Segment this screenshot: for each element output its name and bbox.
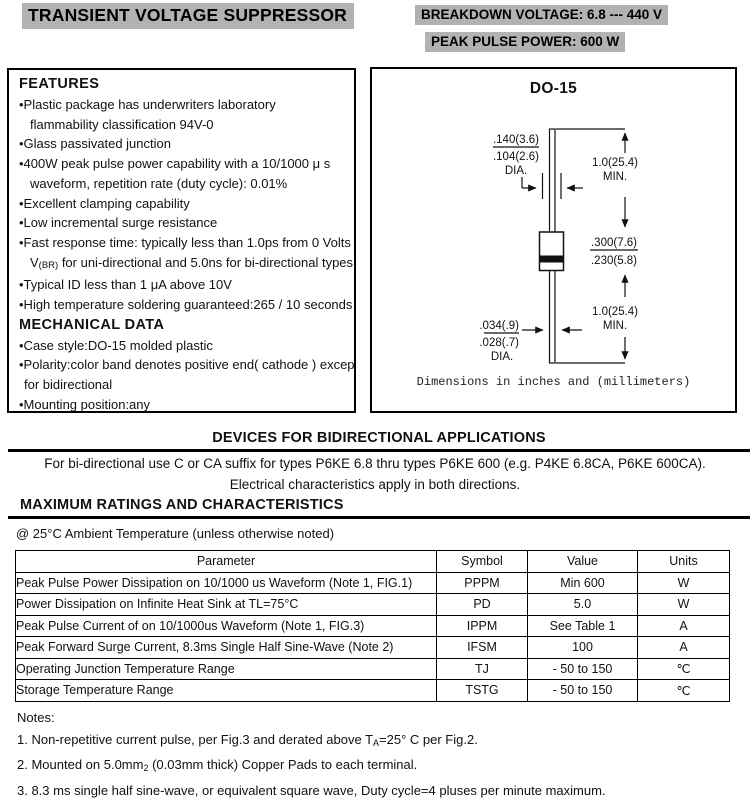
body-length-min: .230(5.8)	[591, 255, 637, 267]
parameter-cell: Peak Pulse Current of on 10/1000us Wavef…	[16, 615, 437, 637]
features-heading: FEATURES	[19, 74, 350, 95]
value-cell: 5.0	[528, 594, 638, 616]
dia-lead-label: DIA.	[491, 351, 513, 363]
parameter-cell: Peak Forward Surge Current, 8.3ms Single…	[16, 637, 437, 659]
feature-item: •Typical ID less than 1 μA above 10V	[19, 275, 350, 295]
dia-top-max: .140(3.6)	[493, 134, 539, 146]
lead-length-bottom-value: 1.0(25.4)	[592, 306, 638, 318]
ratings-table: Parameter Symbol Value Units Peak Pulse …	[15, 550, 730, 702]
symbol-cell: PPPM	[437, 572, 528, 594]
feature-item: •High temperature soldering guaranteed:2…	[19, 295, 350, 315]
note-1-text: 1. Non-repetitive current pulse, per Fig…	[17, 732, 373, 747]
bidirectional-text-2: Electrical characteristics apply in both…	[0, 476, 750, 494]
units-cell: W	[638, 572, 730, 594]
table-header-row: Parameter Symbol Value Units	[16, 551, 730, 573]
symbol-cell: IFSM	[437, 637, 528, 659]
parameter-cell: Power Dissipation on Infinite Heat Sink …	[16, 594, 437, 616]
table-row: Peak Pulse Power Dissipation on 10/1000 …	[16, 572, 730, 594]
feature-item: •Glass passivated junction	[19, 134, 350, 154]
mechanical-item: •Case style:DO-15 molded plastic	[19, 336, 350, 356]
note-2: 2. Mounted on 5.0mm2 (0.03mm thick) Copp…	[17, 754, 750, 779]
table-row: Storage Temperature Range TSTG - 50 to 1…	[16, 680, 730, 702]
dimensions-caption: Dimensions in inches and (millimeters)	[372, 375, 735, 389]
symbol-cell: TSTG	[437, 680, 528, 702]
feature-item: •Plastic package has underwriters labora…	[19, 95, 350, 115]
parameter-cell: Peak Pulse Power Dissipation on 10/1000 …	[16, 572, 437, 594]
lead-length-top-min: MIN.	[603, 171, 627, 183]
table-row: Power Dissipation on Infinite Heat Sink …	[16, 594, 730, 616]
notes-heading: Notes:	[17, 707, 750, 729]
page-title: TRANSIENT VOLTAGE SUPPRESSOR	[22, 3, 354, 29]
table-row: Peak Pulse Current of on 10/1000us Wavef…	[16, 615, 730, 637]
do15-outline-drawing: .140(3.6) .104(2.6) DIA. 1.0(25.4) MIN. …	[372, 69, 735, 410]
notes-block: Notes: 1. Non-repetitive current pulse, …	[17, 707, 750, 802]
units-cell: A	[638, 615, 730, 637]
lead-length-top-value: 1.0(25.4)	[592, 157, 638, 169]
feature-item-continuation: V(BR) for uni-directional and 5.0ns for …	[19, 253, 350, 276]
value-cell: - 50 to 150	[528, 680, 638, 702]
lead-length-bottom-min: MIN.	[603, 320, 627, 332]
feature-item: •Excellent clamping capability	[19, 194, 350, 214]
note-3: 3. 8.3 ms single half sine-wave, or equi…	[17, 780, 750, 802]
symbol-cell: TJ	[437, 658, 528, 680]
col-units: Units	[638, 551, 730, 573]
note-1-text-end: =25° C per Fig.2.	[379, 732, 478, 747]
dia-top-min: .104(2.6)	[493, 151, 539, 163]
units-cell: ℃	[638, 658, 730, 680]
parameter-cell: Operating Junction Temperature Range	[16, 658, 437, 680]
bidirectional-heading: DEVICES FOR BIDIRECTIONAL APPLICATIONS	[8, 424, 750, 452]
mechanical-item: •Polarity:color band denotes positive en…	[19, 355, 350, 375]
diode-outline	[540, 129, 564, 363]
feature-item: •Fast response time: typically less than…	[19, 233, 350, 253]
body-length-max: .300(7.6)	[591, 237, 637, 249]
units-cell: A	[638, 637, 730, 659]
bidirectional-text-1: For bi-directional use C or CA suffix fo…	[0, 455, 750, 473]
symbol-cell: IPPM	[437, 615, 528, 637]
value-cell: See Table 1	[528, 615, 638, 637]
cathode-band	[540, 256, 564, 263]
vbr-text: for uni-directional and 5.0ns for bi-dir…	[58, 255, 353, 270]
diode-body	[540, 232, 564, 271]
feature-item: •400W peak pulse power capability with a…	[19, 154, 350, 174]
value-cell: Min 600	[528, 572, 638, 594]
dia-lead-max: .034(.9)	[479, 320, 519, 332]
feature-item: •Low incremental surge resistance	[19, 213, 350, 233]
features-panel: FEATURES •Plastic package has underwrite…	[7, 68, 356, 413]
mechanical-item: •Mounting position:any	[19, 395, 350, 413]
note-2-text: 2. Mounted on 5.0mm	[17, 757, 143, 772]
value-cell: - 50 to 150	[528, 658, 638, 680]
mechanical-item-continuation: for bidirectional	[19, 375, 350, 395]
lower-section: DEVICES FOR BIDIRECTIONAL APPLICATIONS F…	[0, 424, 750, 802]
peak-pulse-power-badge: PEAK PULSE POWER: 600 W	[425, 32, 625, 52]
note-1: 1. Non-repetitive current pulse, per Fig…	[17, 729, 750, 754]
dia-lead-min: .028(.7)	[479, 337, 519, 349]
units-cell: W	[638, 594, 730, 616]
vbr-symbol: V	[30, 255, 39, 270]
vbr-subscript: (BR)	[39, 260, 59, 271]
feature-item-continuation: flammability classification 94V-0	[19, 115, 350, 135]
dia-top-label: DIA.	[505, 165, 527, 177]
package-diagram-panel: DO-15	[370, 67, 737, 413]
col-parameter: Parameter	[16, 551, 437, 573]
col-value: Value	[528, 551, 638, 573]
breakdown-voltage-badge: BREAKDOWN VOLTAGE: 6.8 --- 440 V	[415, 5, 668, 25]
symbol-cell: PD	[437, 594, 528, 616]
units-cell: ℃	[638, 680, 730, 702]
note-2-text-end: (0.03mm thick) Copper Pads to each termi…	[148, 757, 417, 772]
feature-item-continuation: waveform, repetition rate (duty cycle): …	[19, 174, 350, 194]
ratings-heading: MAXIMUM RATINGS AND CHARACTERISTICS	[8, 494, 750, 519]
ratings-subtitle: @ 25°C Ambient Temperature (unless other…	[16, 526, 750, 541]
table-row: Peak Forward Surge Current, 8.3ms Single…	[16, 637, 730, 659]
col-symbol: Symbol	[437, 551, 528, 573]
parameter-cell: Storage Temperature Range	[16, 680, 437, 702]
value-cell: 100	[528, 637, 638, 659]
table-row: Operating Junction Temperature Range TJ …	[16, 658, 730, 680]
mechanical-data-heading: MECHANICAL DATA	[19, 315, 350, 336]
